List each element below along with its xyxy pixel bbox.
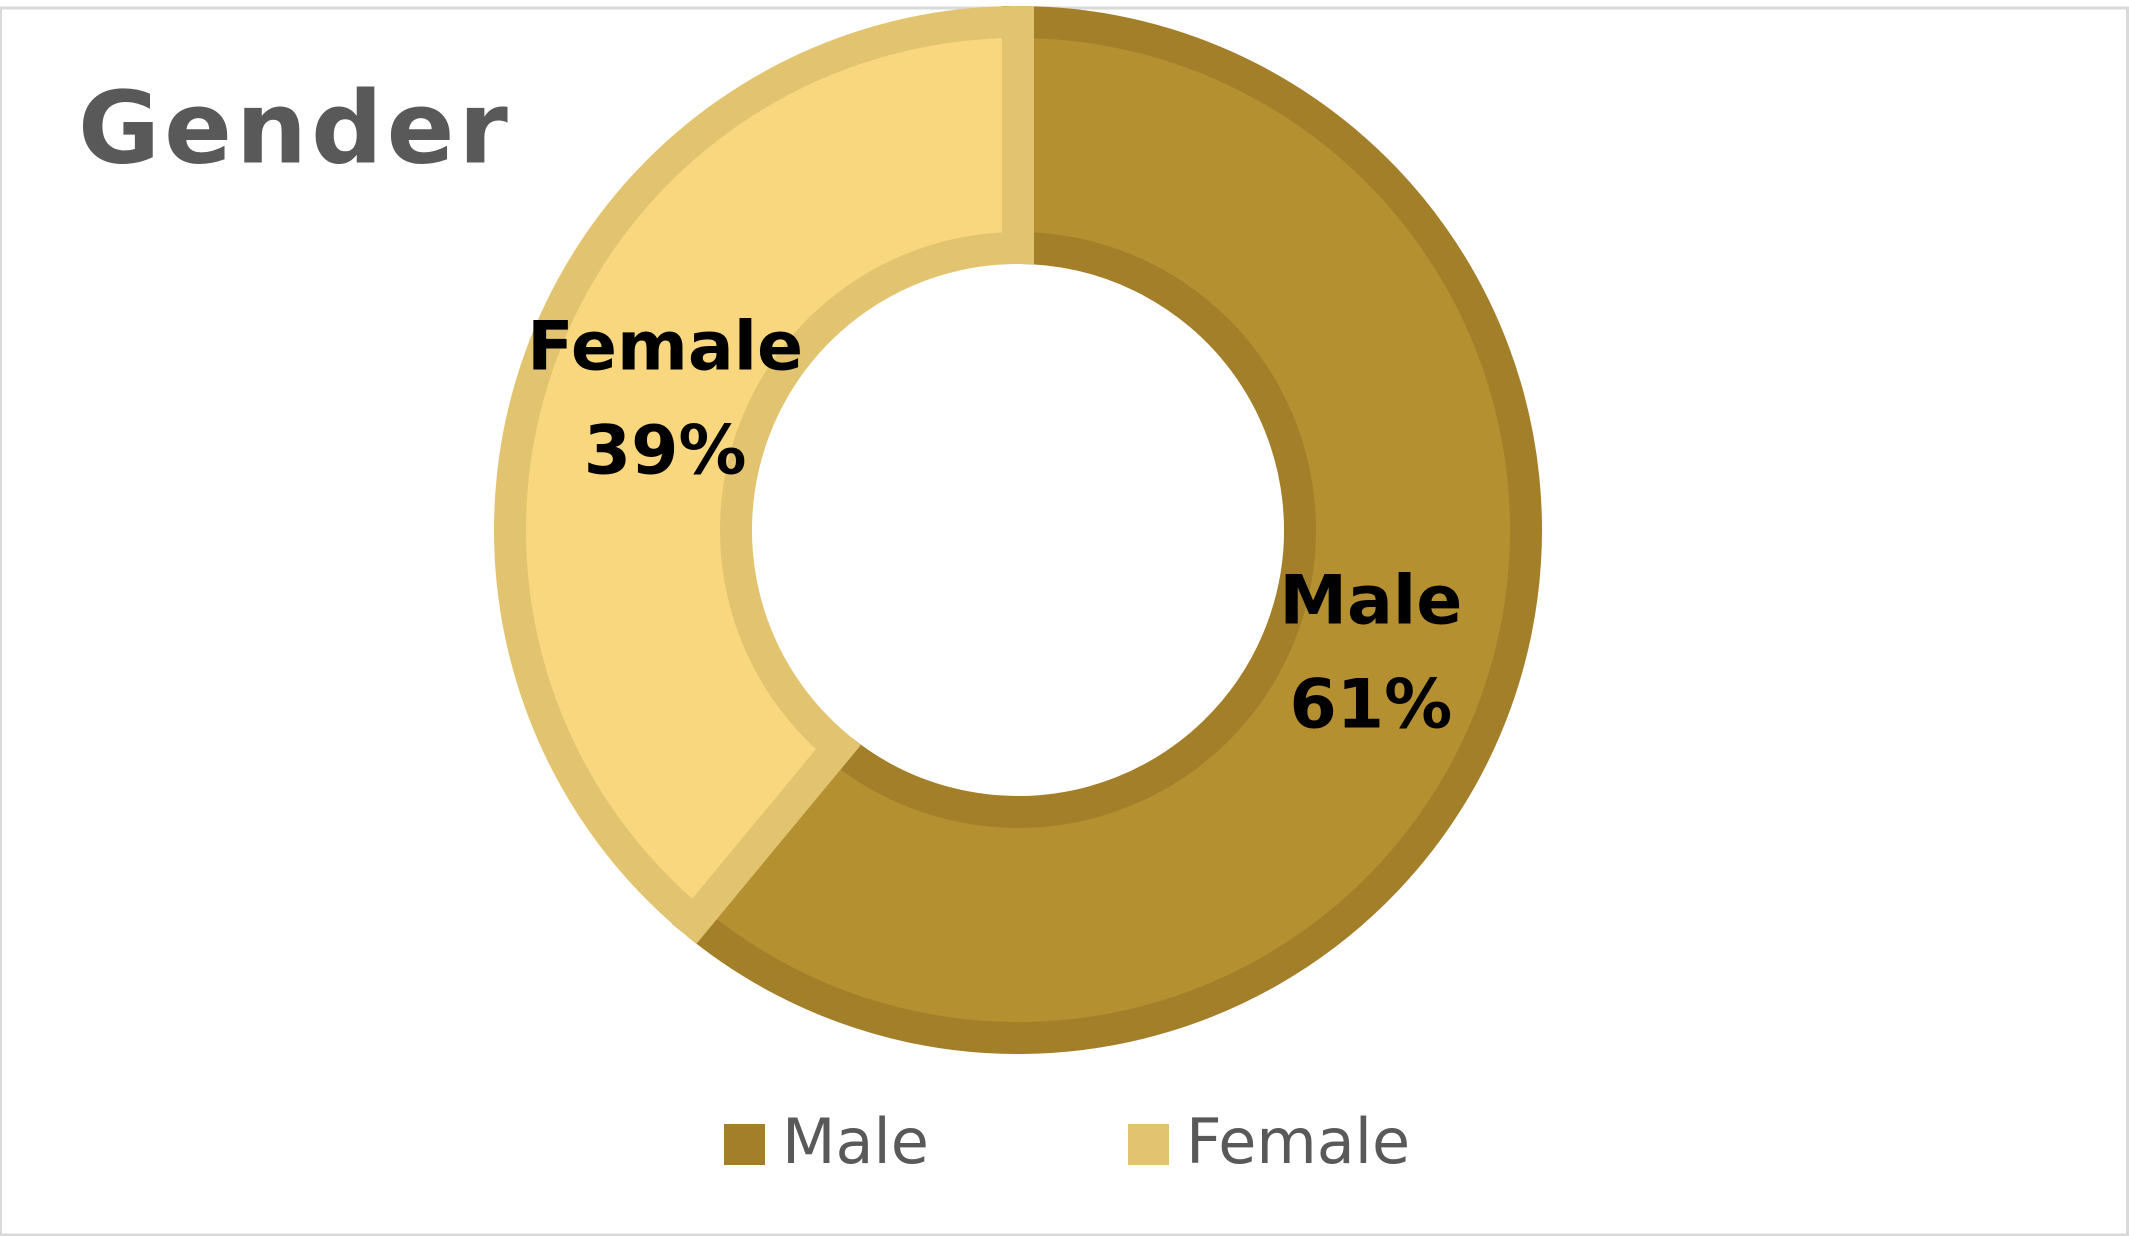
data-label-value: 61% — [1289, 666, 1452, 745]
legend-swatch — [724, 1124, 765, 1165]
data-label-name: Female — [527, 308, 803, 387]
data-label-name: Male — [1279, 562, 1462, 641]
legend-swatch — [1128, 1124, 1169, 1165]
chart-title: Gender — [78, 69, 512, 186]
donut-slice — [671, 5, 1542, 1054]
data-label-value: 39% — [584, 412, 747, 491]
legend-label: Male — [782, 1105, 929, 1178]
legend-label: Female — [1186, 1105, 1410, 1178]
donut-slice — [494, 5, 1034, 944]
